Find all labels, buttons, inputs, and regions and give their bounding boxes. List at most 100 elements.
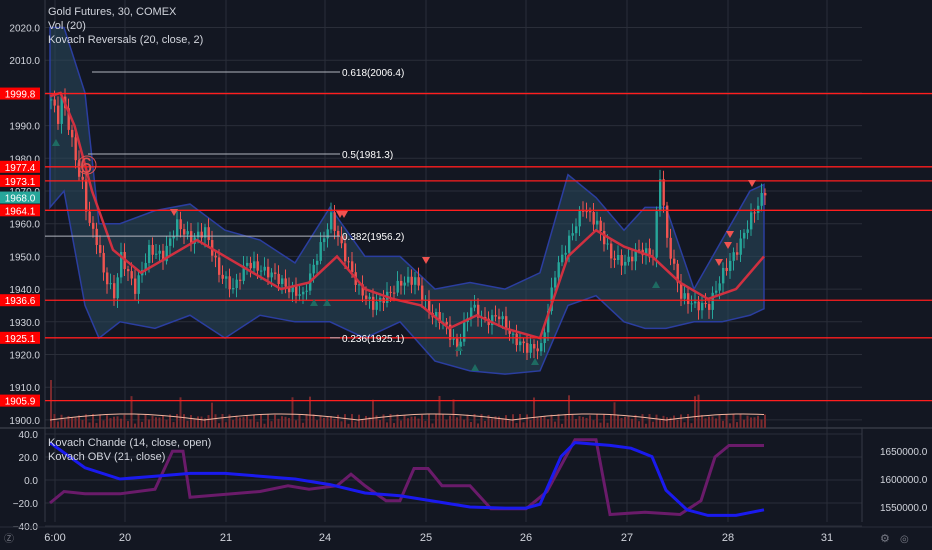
price-axis-tick: 1920.0 — [9, 351, 40, 362]
volume-bar — [417, 418, 420, 428]
candle-body — [361, 284, 364, 296]
candle-body — [274, 272, 277, 274]
time-axis-tick: 31 — [821, 532, 833, 544]
volume-bar — [88, 422, 91, 428]
volume-bar — [305, 414, 308, 428]
candle-body — [106, 272, 109, 285]
volume-bar — [295, 420, 297, 428]
candle-body — [319, 242, 322, 261]
price-label-box — [0, 394, 40, 407]
volume-bar — [438, 395, 441, 428]
candle-body — [186, 231, 189, 235]
volume-bar — [694, 396, 696, 428]
volume-bar — [288, 418, 290, 428]
volume-bar — [470, 421, 472, 428]
price-axis-tick: 1910.0 — [9, 383, 40, 394]
candle-body — [568, 235, 571, 253]
camera-icon[interactable]: ◎ — [900, 534, 909, 545]
volume-bar — [547, 419, 549, 428]
price-label-text: 1999.8 — [5, 90, 36, 101]
volume-bar — [274, 414, 276, 428]
volume-bar — [323, 417, 325, 428]
volume-bar — [680, 414, 682, 428]
volume-bar — [162, 415, 164, 428]
volume-bar — [200, 416, 203, 428]
volume-bar — [134, 423, 136, 428]
volume-bar — [347, 423, 350, 428]
volume-bar — [617, 415, 619, 428]
candle-body — [701, 302, 704, 311]
volume-bar — [435, 414, 437, 428]
candle-body — [67, 108, 70, 130]
candle-body — [421, 285, 424, 301]
candle-body — [221, 274, 224, 279]
volume-bar — [172, 422, 175, 428]
candle-body — [312, 264, 315, 274]
volume-bar — [477, 423, 479, 428]
candle-body — [592, 212, 595, 225]
volume-bar — [228, 414, 231, 428]
volume-bar — [358, 414, 360, 428]
price-axis-tick: 1980.0 — [9, 154, 40, 165]
candle-body — [358, 284, 361, 286]
price-label-text: 1936.6 — [5, 296, 36, 307]
volume-bar — [732, 414, 735, 428]
volume-bar — [421, 414, 423, 428]
volume-bar — [85, 414, 87, 428]
reversal-marker-down — [170, 209, 178, 216]
price-label-text: 1977.4 — [5, 163, 36, 174]
candle-body — [676, 263, 679, 283]
volume-bar — [564, 414, 567, 428]
volume-bar — [218, 423, 220, 428]
candle-body — [270, 272, 273, 278]
chart-legend: Gold Futures, 30, COMEX Vol (20) Kovach … — [48, 5, 203, 47]
candle-body — [326, 229, 329, 239]
candle-body — [351, 261, 354, 273]
candle-body — [673, 258, 676, 264]
volume-bar — [743, 419, 745, 428]
candle-body — [624, 261, 627, 266]
obv-axis-tick: 1600000.0 — [880, 475, 928, 486]
price-label-text: 1925.1 — [5, 334, 36, 345]
volume-bar — [281, 416, 283, 428]
volume-bar — [71, 417, 73, 428]
candle-body — [704, 302, 707, 305]
settings-icon[interactable]: ⚙ — [880, 532, 890, 545]
candle-body — [736, 252, 739, 255]
volume-bar — [99, 414, 101, 428]
candle-body — [452, 338, 455, 340]
volume-bar — [239, 417, 241, 428]
candle-body — [690, 303, 693, 305]
volume-bar — [333, 418, 336, 428]
candle-body — [428, 299, 431, 314]
fib-level-label: 0.5(1981.3) — [342, 150, 393, 161]
candle-body — [183, 229, 186, 235]
volume-bar — [298, 414, 301, 428]
volume-bar — [291, 397, 294, 428]
volume-bar — [704, 418, 707, 428]
candle-body — [725, 267, 728, 271]
price-label-text: 1905.9 — [5, 397, 36, 408]
candle-body — [666, 205, 669, 238]
candle-body — [729, 260, 732, 271]
candle-body — [438, 312, 441, 323]
candle-body — [680, 282, 683, 299]
candle-body — [148, 244, 151, 263]
volume-bar — [92, 414, 94, 428]
volume-bar — [151, 415, 154, 428]
candle-body — [155, 253, 158, 255]
volume-bar — [78, 415, 80, 428]
candle-body — [242, 265, 245, 281]
volume-bar — [757, 415, 759, 428]
timezone-icon[interactable]: Ⓩ — [4, 533, 14, 545]
volume-bar — [130, 396, 133, 428]
reversal-marker-up — [471, 364, 479, 371]
candle-body — [53, 99, 56, 106]
time-axis-tick: 24 — [319, 532, 331, 544]
volume-bar — [319, 415, 322, 428]
volume-bar — [340, 421, 343, 428]
candle-body — [256, 261, 259, 271]
candle-body — [648, 248, 651, 258]
volume-bar — [491, 418, 493, 428]
